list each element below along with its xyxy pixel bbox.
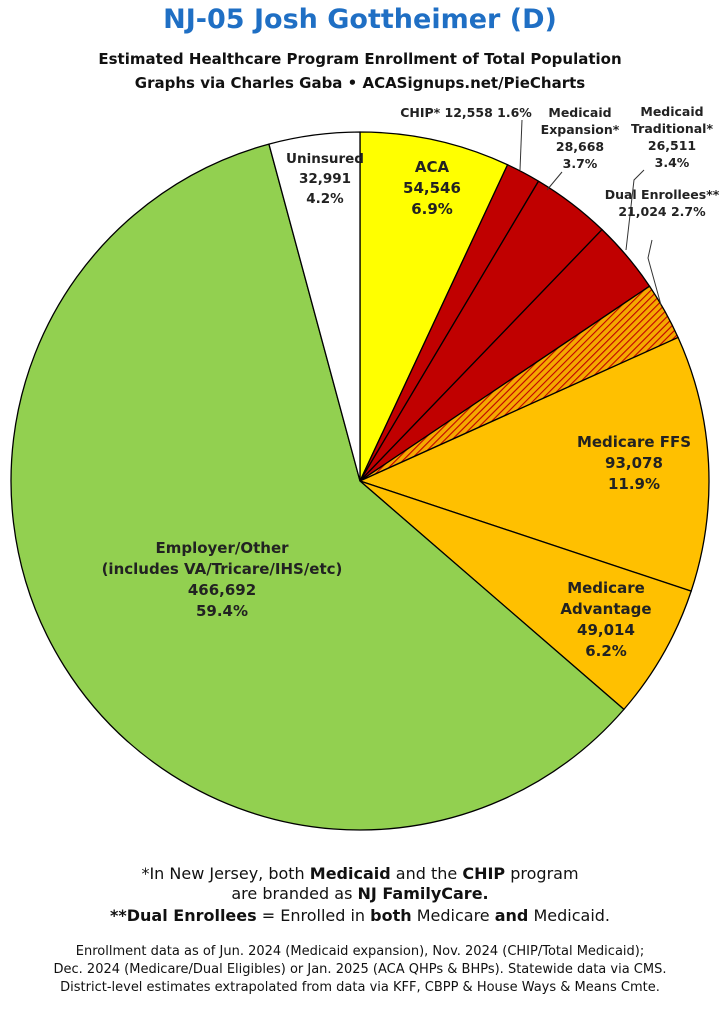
slice-label-aca: ACA 54,546 6.9% (403, 158, 461, 218)
pie-slice-employer-other (10, 143, 625, 831)
slice-label-employer-other: Employer/Other (includes VA/Tricare/IHS/e… (102, 539, 343, 620)
pie-slice-uninsured (268, 131, 361, 482)
slice-label-uninsured: Uninsured 32,991 4.2% (286, 151, 364, 207)
leader-line-dual-enrollees (647, 239, 662, 306)
pie-slice-aca (359, 131, 509, 482)
slice-label-chip: CHIP* 12,558 1.6% (400, 105, 532, 120)
footnote-familycare: *In New Jersey, both Medicaid and the CH… (141, 864, 579, 883)
leader-line-chip (519, 119, 523, 171)
source-note-3: District-level estimates extrapolated fr… (60, 980, 660, 995)
slice-label-medicare-ffs: Medicare FFS 93,078 11.9% (577, 433, 691, 493)
pie-slice-medicare-ffs (359, 336, 710, 592)
source-note-1: Enrollment data as of Jun. 2024 (Medicai… (75, 944, 645, 959)
leader-line-medicaid-expansion (546, 171, 563, 191)
footnote-dual-enrollees: **Dual Enrollees = Enrolled in both Medi… (110, 906, 610, 925)
chart-credit: Graphs via Charles Gaba • ACASignups.net… (134, 74, 586, 92)
slice-label-dual-enrollees: Dual Enrollees** 21,024 2.7% (605, 187, 720, 219)
chart-title: NJ-05 Josh Gottheimer (D) (163, 4, 557, 35)
slice-label-medicare-advantage: Medicare Advantage 49,014 6.2% (560, 579, 651, 660)
pie-chart: ACA 54,546 6.9% CHIP* 12,558 1.6% Medicaid Ex… (10, 104, 720, 831)
slice-label-medicaid-traditional: Medicaid Traditional* 26,511 3.4% (631, 104, 713, 170)
source-note-2: Dec. 2024 (Medicare/Dual Eligibles) or J… (53, 962, 667, 977)
slice-label-medicaid-expansion: Medicaid Expansion* 28,668 3.7% (541, 105, 620, 171)
leader-line-medicaid-traditional (625, 169, 645, 251)
chart-subtitle: Estimated Healthcare Program Enrollment … (98, 50, 622, 68)
footnote-branding: are branded as NJ FamilyCare. (231, 884, 489, 903)
pie-slice-medicare-advantage (359, 480, 692, 711)
